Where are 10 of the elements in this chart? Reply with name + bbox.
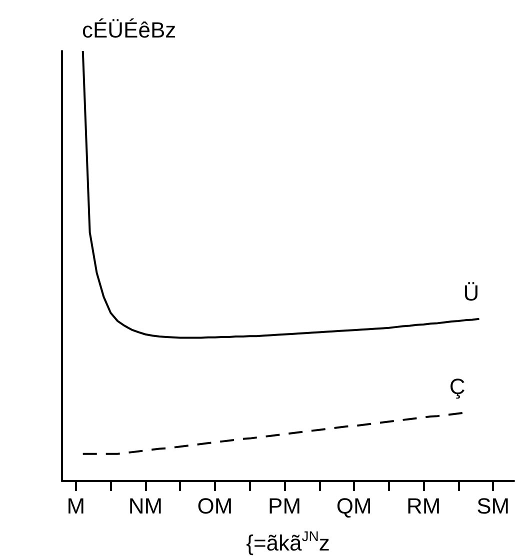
y-axis-title: cÉÜÉêBz [82, 18, 176, 42]
series-label: Ü [463, 280, 480, 306]
x-tick-label: PM [268, 494, 302, 518]
x-tick-label: M [66, 494, 86, 518]
x-tick-label: RM [406, 494, 441, 518]
x-tick-label: SM [476, 494, 510, 518]
x-tick-label: NM [128, 494, 163, 518]
x-tick-label: OM [197, 494, 233, 518]
x-tick-label: QM [336, 494, 372, 518]
series-label: Ç [449, 374, 466, 400]
